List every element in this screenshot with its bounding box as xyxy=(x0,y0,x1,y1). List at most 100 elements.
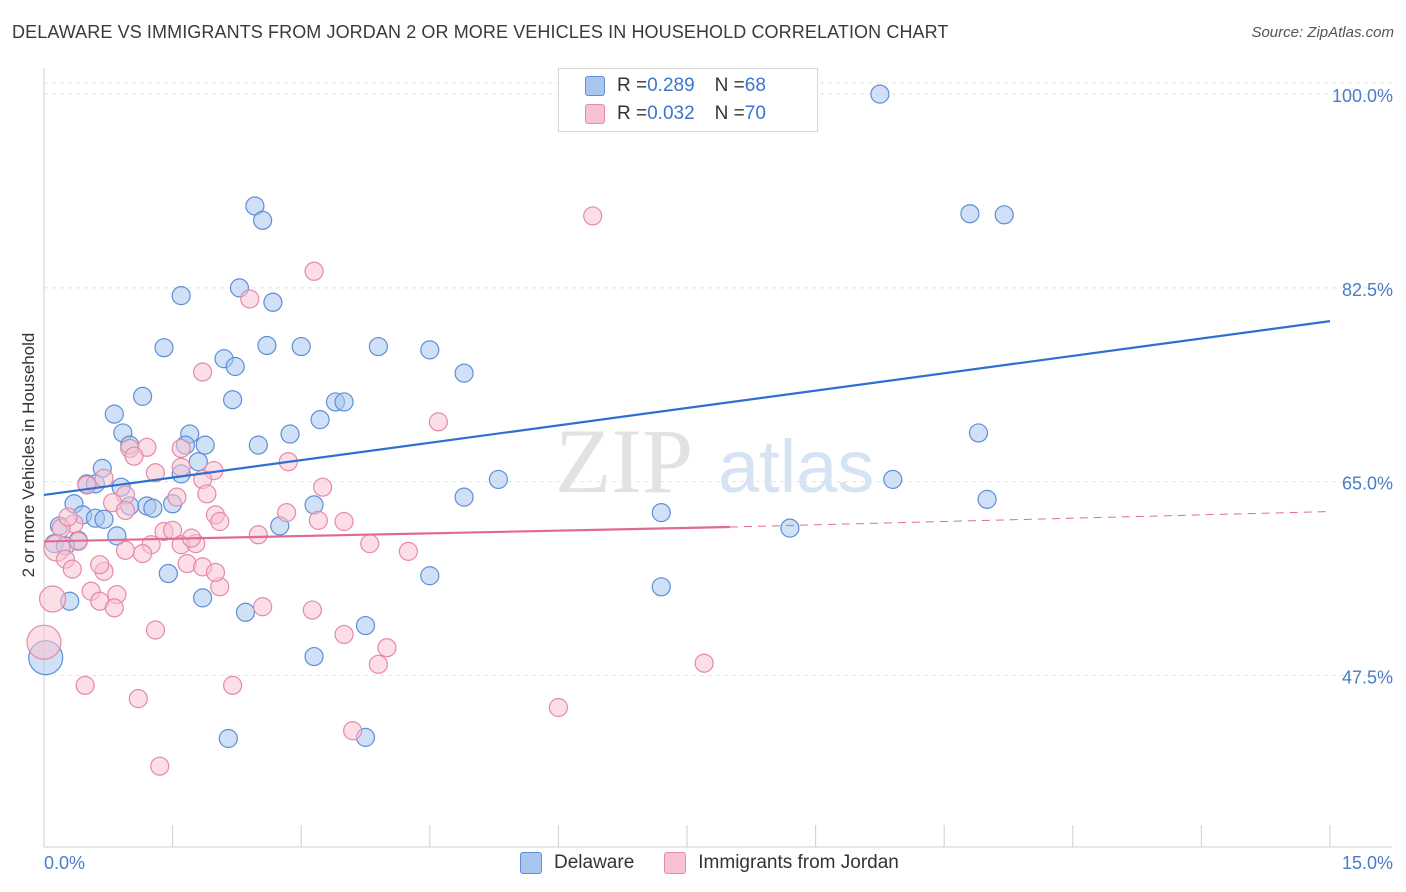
jordan-point[interactable] xyxy=(171,438,191,459)
delaware-point[interactable] xyxy=(870,84,890,104)
legend-item-delaware[interactable]: Delaware xyxy=(520,852,634,874)
delaware-point[interactable] xyxy=(454,487,474,507)
jordan-point[interactable] xyxy=(128,689,148,709)
jordan-point[interactable] xyxy=(253,597,273,617)
delaware-point[interactable] xyxy=(310,410,330,430)
jordan-point[interactable] xyxy=(277,503,297,523)
jordan-point[interactable] xyxy=(167,487,187,507)
delaware-point[interactable] xyxy=(218,728,238,749)
delaware-point[interactable] xyxy=(154,338,174,358)
delaware-point[interactable] xyxy=(132,386,153,406)
jordan-point[interactable] xyxy=(124,446,144,466)
delaware-point[interactable] xyxy=(171,286,191,306)
delaware-point[interactable] xyxy=(488,469,508,490)
delaware-point[interactable] xyxy=(780,518,800,538)
legend-n-label: N = xyxy=(714,103,745,124)
jordan-point[interactable] xyxy=(240,289,260,309)
jordan-point[interactable] xyxy=(334,511,354,532)
jordan-point[interactable] xyxy=(150,756,170,776)
jordan-point[interactable] xyxy=(26,624,62,660)
jordan-point[interactable] xyxy=(360,534,380,554)
delaware-point[interactable] xyxy=(263,292,283,312)
delaware-point[interactable] xyxy=(355,615,376,636)
legend-swatch-jordan xyxy=(664,852,687,874)
legend-label-delaware: Delaware xyxy=(554,852,635,873)
delaware-point[interactable] xyxy=(104,404,124,424)
delaware-point[interactable] xyxy=(977,489,997,509)
jordan-point[interactable] xyxy=(248,525,268,545)
delaware-point[interactable] xyxy=(235,602,256,622)
delaware-point[interactable] xyxy=(994,205,1014,225)
jordan-point[interactable] xyxy=(177,553,197,574)
x-tick-label-max: 15.0% xyxy=(1342,853,1393,873)
legend-r-label: R = xyxy=(617,75,648,96)
legend-r-label: R = xyxy=(617,103,648,124)
delaware-point[interactable] xyxy=(253,210,273,230)
delaware-point[interactable] xyxy=(291,336,311,357)
jordan-trend-line xyxy=(43,525,730,543)
jordan-point[interactable] xyxy=(171,457,191,477)
jordan-point[interactable] xyxy=(132,544,153,564)
delaware-point[interactable] xyxy=(960,204,980,224)
jordan-point[interactable] xyxy=(223,675,243,695)
jordan-point[interactable] xyxy=(210,511,230,532)
jordan-point[interactable] xyxy=(205,562,226,583)
jordan-point[interactable] xyxy=(38,585,67,613)
jordan-point[interactable] xyxy=(197,484,217,504)
jordan-point[interactable] xyxy=(428,412,448,432)
delaware-point[interactable] xyxy=(223,390,243,410)
delaware-point[interactable] xyxy=(188,452,208,472)
delaware-point[interactable] xyxy=(195,435,215,455)
delaware-point[interactable] xyxy=(280,424,300,444)
delaware-point[interactable] xyxy=(248,435,268,455)
delaware-point[interactable] xyxy=(257,335,277,356)
jordan-point[interactable] xyxy=(104,598,124,618)
jordan-point[interactable] xyxy=(75,675,95,695)
jordan-point[interactable] xyxy=(583,206,603,226)
delaware-point[interactable] xyxy=(883,469,903,490)
jordan-point[interactable] xyxy=(94,468,114,488)
legend-row-jordan: R = 0.032 N = 70 xyxy=(585,101,766,127)
jordan-point[interactable] xyxy=(145,463,166,483)
delaware-point[interactable] xyxy=(651,577,671,597)
jordan-point[interactable] xyxy=(343,721,363,741)
jordan-point[interactable] xyxy=(368,654,388,674)
jordan-point[interactable] xyxy=(308,510,328,530)
delaware-point[interactable] xyxy=(193,588,213,608)
jordan-point[interactable] xyxy=(313,477,333,497)
source-credit: Source: ZipAtlas.com xyxy=(1251,24,1394,41)
delaware-point[interactable] xyxy=(225,356,245,377)
delaware-point[interactable] xyxy=(368,336,388,357)
jordan-point[interactable] xyxy=(377,638,397,658)
legend-label-jordan: Immigrants from Jordan xyxy=(698,852,899,873)
jordan-point[interactable] xyxy=(77,475,97,495)
jordan-point[interactable] xyxy=(145,620,166,640)
jordan-point[interactable] xyxy=(90,555,110,575)
delaware-point[interactable] xyxy=(304,646,324,667)
delaware-point[interactable] xyxy=(968,423,989,443)
y-tick-label: 65.0% xyxy=(1342,474,1393,494)
jordan-point[interactable] xyxy=(694,653,714,673)
jordan-point[interactable] xyxy=(115,500,136,521)
delaware-point[interactable] xyxy=(420,566,440,586)
delaware-trend-line xyxy=(43,320,1331,497)
jordan-point[interactable] xyxy=(304,261,324,281)
jordan-point[interactable] xyxy=(193,362,213,382)
jordan-point[interactable] xyxy=(115,540,136,560)
jordan-point[interactable] xyxy=(334,624,354,645)
legend-item-jordan[interactable]: Immigrants from Jordan xyxy=(664,852,899,874)
points-layer xyxy=(26,84,1014,776)
delaware-point[interactable] xyxy=(143,498,163,518)
jordan-point[interactable] xyxy=(548,697,569,718)
jordan-point[interactable] xyxy=(398,541,418,561)
jordan-point[interactable] xyxy=(302,600,322,620)
delaware-point[interactable] xyxy=(334,392,354,412)
delaware-point[interactable] xyxy=(158,563,178,584)
jordan-point[interactable] xyxy=(58,507,78,527)
jordan-trend-extension xyxy=(729,511,1331,528)
jordan-point[interactable] xyxy=(62,559,82,579)
delaware-point[interactable] xyxy=(454,363,474,383)
delaware-point[interactable] xyxy=(94,509,114,529)
delaware-point[interactable] xyxy=(651,503,671,523)
delaware-point[interactable] xyxy=(420,340,440,360)
